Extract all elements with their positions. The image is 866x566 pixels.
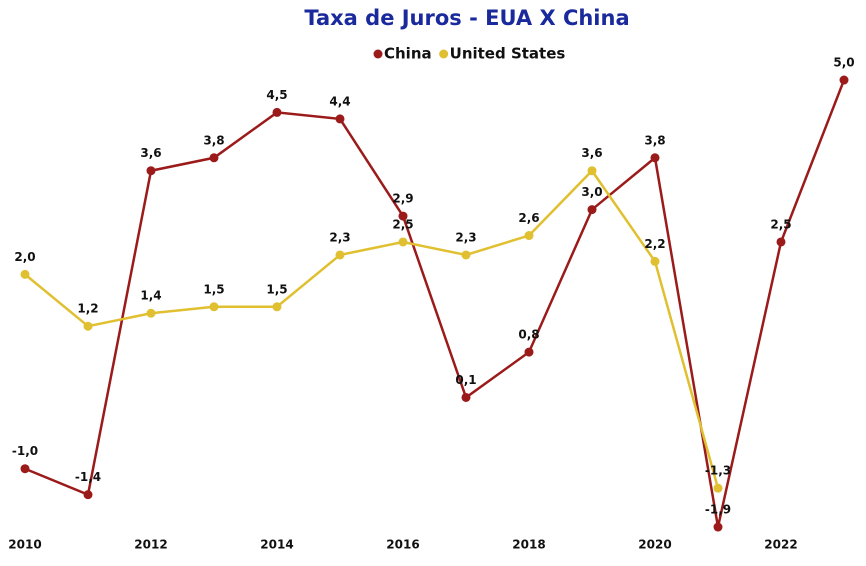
x-tick-label: 2018 [512, 538, 545, 552]
legend-marker [439, 49, 449, 59]
data-point [272, 107, 282, 117]
data-label: 2,5 [392, 217, 413, 231]
data-point [335, 250, 345, 260]
data-point [650, 256, 660, 266]
data-label: 1,4 [140, 289, 161, 303]
data-label: -1,9 [705, 503, 731, 517]
data-point [146, 166, 156, 176]
x-tick-label: 2010 [8, 538, 41, 552]
legend-marker [373, 49, 383, 59]
series-line [24, 168, 720, 489]
data-label: 2,3 [329, 230, 350, 244]
data-label: 2,2 [644, 237, 665, 251]
data-point [83, 490, 93, 500]
data-label: 3,0 [581, 185, 602, 199]
data-label: 1,5 [266, 282, 287, 296]
data-label: -1,4 [75, 470, 101, 484]
data-label: 2,5 [770, 217, 791, 231]
data-point [650, 153, 660, 163]
data-point [20, 269, 30, 279]
data-label: 4,4 [329, 94, 350, 108]
data-point [713, 483, 723, 493]
data-point [839, 75, 849, 85]
data-label: 3,8 [644, 133, 665, 147]
data-point [587, 205, 597, 215]
series-line [24, 79, 846, 528]
data-point [524, 347, 534, 357]
data-label: 5,0 [833, 56, 854, 70]
data-point [209, 153, 219, 163]
x-tick-label: 2014 [260, 538, 293, 552]
data-point [209, 302, 219, 312]
legend-label: United States [450, 45, 566, 63]
chart-title: Taxa de Juros - EUA X China [304, 6, 629, 30]
data-label: 0,8 [518, 328, 539, 342]
data-point [587, 166, 597, 176]
data-point [83, 321, 93, 331]
x-tick-label: 2012 [134, 538, 167, 552]
data-label: 4,5 [266, 88, 287, 102]
data-point [776, 237, 786, 247]
data-point [461, 250, 471, 260]
data-label: 3,6 [140, 146, 161, 160]
data-label: 2,6 [518, 211, 539, 225]
data-point [398, 237, 408, 247]
data-point [335, 114, 345, 124]
data-point [20, 464, 30, 474]
data-label: 2,3 [455, 230, 476, 244]
data-label: 2,0 [14, 250, 35, 264]
x-tick-label: 2022 [764, 538, 797, 552]
data-point [524, 231, 534, 241]
data-point [146, 308, 156, 318]
data-point [398, 211, 408, 221]
data-label: 2,9 [392, 192, 413, 206]
data-label: 1,5 [203, 282, 224, 296]
data-point [713, 522, 723, 532]
data-point [272, 302, 282, 312]
x-tick-label: 2016 [386, 538, 419, 552]
data-label: 3,6 [581, 146, 602, 160]
x-tick-label: 2020 [638, 538, 671, 552]
data-label: 1,2 [77, 302, 98, 316]
data-point [461, 392, 471, 402]
legend-label: China [384, 45, 432, 63]
data-label: -1,3 [705, 464, 731, 478]
data-label: 0,1 [455, 373, 476, 387]
data-label: 3,8 [203, 133, 224, 147]
data-label: -1,0 [12, 444, 38, 458]
